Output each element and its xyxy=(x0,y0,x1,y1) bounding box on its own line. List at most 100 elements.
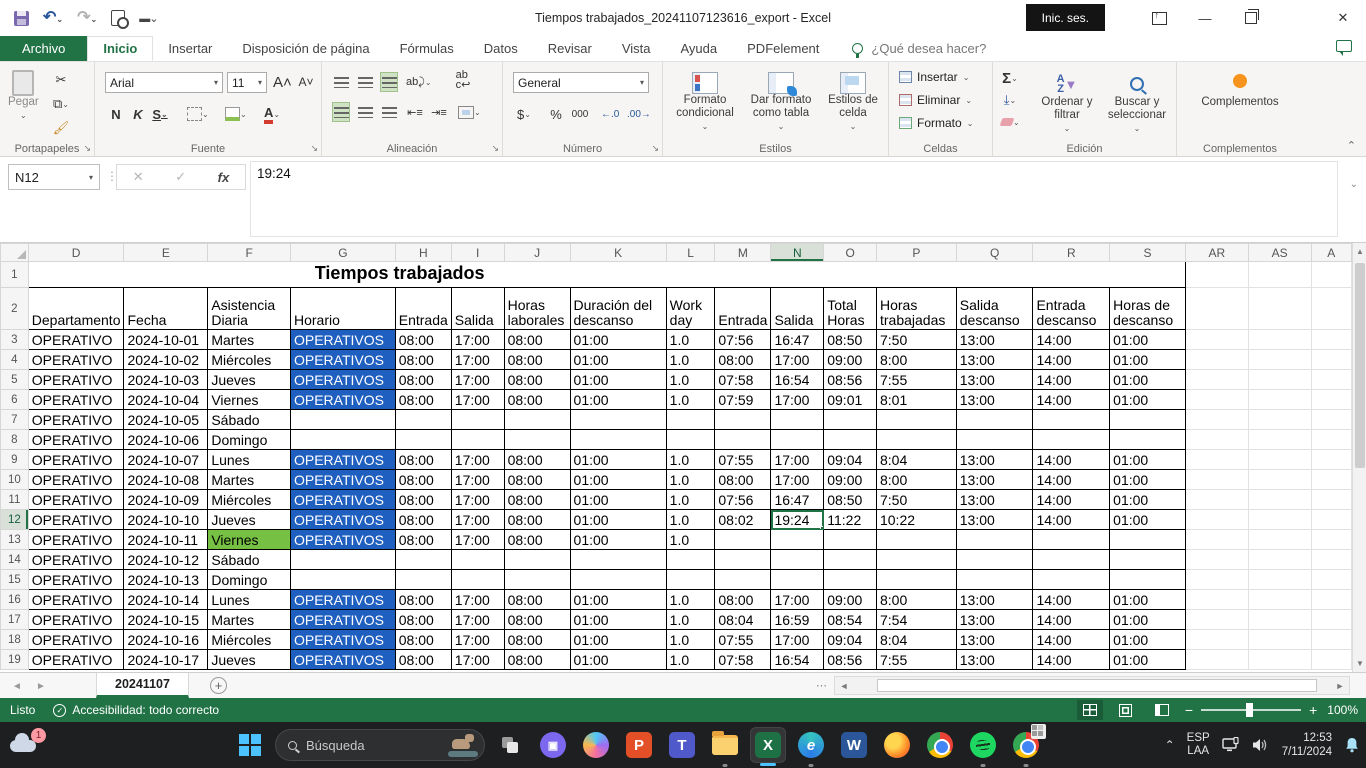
cell-G9[interactable]: OPERATIVOS xyxy=(289,449,396,470)
clock[interactable]: 12:53 7/11/2024 xyxy=(1281,732,1332,758)
cell-Q16[interactable]: 13:00 xyxy=(955,589,1034,610)
cell-Q2[interactable]: Salida descanso xyxy=(955,287,1034,330)
cell-J3[interactable]: 08:00 xyxy=(503,329,571,350)
cell-M12[interactable]: 08:02 xyxy=(714,509,772,530)
column-header-I[interactable]: I xyxy=(450,243,505,262)
column-header-E[interactable]: E xyxy=(123,243,209,262)
cell-E13[interactable]: 2024-10-11 xyxy=(123,529,209,550)
cell-P2[interactable]: Horas trabajadas xyxy=(875,287,957,330)
cell-M19[interactable]: 07:58 xyxy=(714,649,772,670)
cell-Q12[interactable]: 13:00 xyxy=(955,509,1034,530)
cell-J19[interactable]: 08:00 xyxy=(503,649,571,670)
cell-J9[interactable]: 08:00 xyxy=(503,449,571,470)
addins-button[interactable]: Complementos xyxy=(1193,74,1287,109)
cell-N8[interactable] xyxy=(770,429,825,450)
cell-P8[interactable] xyxy=(875,429,957,450)
cell-O10[interactable]: 09:00 xyxy=(823,469,877,490)
cell-H13[interactable]: 08:00 xyxy=(394,529,452,550)
cell-R17[interactable]: 14:00 xyxy=(1032,609,1111,630)
cell-D7[interactable]: OPERATIVO xyxy=(27,409,125,430)
column-header-AR[interactable]: AR xyxy=(1184,243,1249,262)
cell-D6[interactable]: OPERATIVO xyxy=(27,389,125,410)
insert-cells-button[interactable]: Insertar ⌄ xyxy=(899,70,969,84)
cell-AS9[interactable] xyxy=(1247,449,1312,470)
row-header-8[interactable]: 8 xyxy=(0,429,29,450)
tab-inicio[interactable]: Inicio xyxy=(87,36,154,61)
cell-O7[interactable] xyxy=(823,409,877,430)
cell-AR11[interactable] xyxy=(1184,489,1249,510)
cell-F15[interactable]: Domingo xyxy=(207,569,291,590)
align-left-icon[interactable] xyxy=(332,102,350,122)
close-button[interactable]: ✕ xyxy=(1337,10,1349,25)
horizontal-scroll-thumb[interactable] xyxy=(877,679,1317,692)
new-sheet-icon[interactable]: + xyxy=(210,677,227,694)
cell-O3[interactable]: 08:50 xyxy=(823,329,877,350)
cell-N18[interactable]: 17:00 xyxy=(770,629,825,650)
undo-icon[interactable]: ↶⌄ xyxy=(43,9,64,26)
cell-N11[interactable]: 16:47 xyxy=(770,489,825,510)
cell-I2[interactable]: Salida xyxy=(450,287,505,330)
column-header-O[interactable]: O xyxy=(823,243,877,262)
cell-S18[interactable]: 01:00 xyxy=(1109,629,1186,650)
fill-handle[interactable] xyxy=(820,526,823,529)
print-preview-icon[interactable] xyxy=(111,10,130,29)
cell-Q4[interactable]: 13:00 xyxy=(955,349,1034,370)
cell-O9[interactable]: 09:04 xyxy=(823,449,877,470)
cell-D11[interactable]: OPERATIVO xyxy=(27,489,125,510)
column-header-AS[interactable]: AS xyxy=(1247,243,1312,262)
cell-L9[interactable]: 1.0 xyxy=(665,449,716,470)
cell-M5[interactable]: 07:58 xyxy=(714,369,772,390)
cell-H17[interactable]: 08:00 xyxy=(394,609,452,630)
page-layout-view-button[interactable] xyxy=(1113,700,1139,720)
teams-icon[interactable]: T xyxy=(664,727,700,763)
cell-F11[interactable]: Miércoles xyxy=(207,489,291,510)
cell-L11[interactable]: 1.0 xyxy=(665,489,716,510)
cell-K13[interactable]: 01:00 xyxy=(569,529,667,550)
cell-K11[interactable]: 01:00 xyxy=(569,489,667,510)
cell-AR9[interactable] xyxy=(1184,449,1249,470)
cell-S15[interactable] xyxy=(1109,569,1186,590)
cell-A11[interactable] xyxy=(1310,489,1352,510)
cell-AR13[interactable] xyxy=(1184,529,1249,550)
cell-L17[interactable]: 1.0 xyxy=(665,609,716,630)
cell-E12[interactable]: 2024-10-10 xyxy=(123,509,209,530)
cell-L13[interactable]: 1.0 xyxy=(665,529,716,550)
column-header-G[interactable]: G xyxy=(289,243,396,262)
cell-O11[interactable]: 08:50 xyxy=(823,489,877,510)
cell-Q19[interactable]: 13:00 xyxy=(955,649,1034,670)
cell-H16[interactable]: 08:00 xyxy=(394,589,452,610)
row-header-12[interactable]: 12 xyxy=(0,509,29,530)
cell-N3[interactable]: 16:47 xyxy=(770,329,825,350)
cell-G19[interactable]: OPERATIVOS xyxy=(289,649,396,670)
delete-cells-button[interactable]: Eliminar ⌄ xyxy=(899,93,972,107)
collapse-ribbon-icon[interactable]: ⌃ xyxy=(1346,140,1356,152)
cell-J18[interactable]: 08:00 xyxy=(503,629,571,650)
cell-E15[interactable]: 2024-10-13 xyxy=(123,569,209,590)
next-sheet-icon[interactable]: ► xyxy=(36,680,46,692)
scroll-up-icon[interactable]: ▲ xyxy=(1353,243,1366,260)
cell-AR7[interactable] xyxy=(1184,409,1249,430)
row-header-5[interactable]: 5 xyxy=(0,369,29,390)
cell-K12[interactable]: 01:00 xyxy=(569,509,667,530)
cell-P5[interactable]: 7:55 xyxy=(875,369,957,390)
page-break-view-button[interactable] xyxy=(1149,700,1175,720)
cell-I6[interactable]: 17:00 xyxy=(450,389,505,410)
cell-I16[interactable]: 17:00 xyxy=(450,589,505,610)
copy-icon[interactable]: ⧉ ⌄ xyxy=(53,96,69,111)
cell-AS3[interactable] xyxy=(1247,329,1312,350)
cell-AS1[interactable] xyxy=(1247,261,1312,288)
column-header-Q[interactable]: Q xyxy=(955,243,1034,262)
cell-E18[interactable]: 2024-10-16 xyxy=(123,629,209,650)
cell-K2[interactable]: Duración del descanso xyxy=(569,287,667,330)
cell-D9[interactable]: OPERATIVO xyxy=(27,449,125,470)
cell-H19[interactable]: 08:00 xyxy=(394,649,452,670)
cell-M17[interactable]: 08:04 xyxy=(714,609,772,630)
cell-L16[interactable]: 1.0 xyxy=(665,589,716,610)
cell-AS17[interactable] xyxy=(1247,609,1312,630)
cell-R12[interactable]: 14:00 xyxy=(1032,509,1111,530)
cell-S19[interactable]: 01:00 xyxy=(1109,649,1186,670)
column-header-R[interactable]: R xyxy=(1032,243,1111,262)
tab-archivo[interactable]: Archivo xyxy=(0,36,88,61)
column-header-F[interactable]: F xyxy=(207,243,291,262)
minimize-button[interactable]: — xyxy=(1198,10,1212,26)
